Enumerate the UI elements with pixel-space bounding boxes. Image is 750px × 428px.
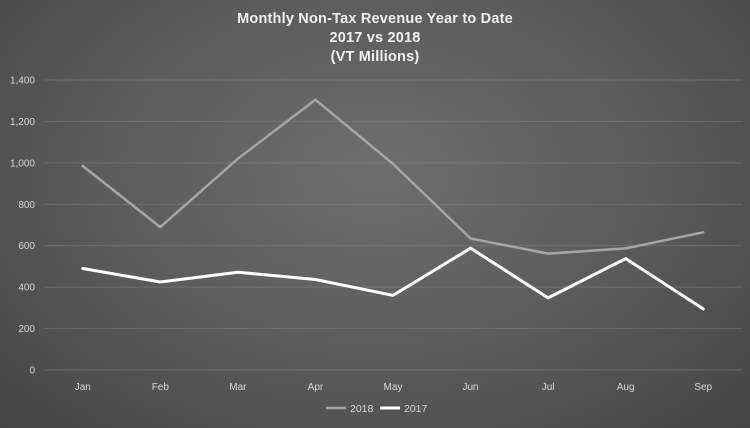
chart-title-line-1: Monthly Non-Tax Revenue Year to Date bbox=[237, 11, 513, 27]
x-tick-label: Jul bbox=[542, 382, 555, 393]
chart-title-line-2: 2017 vs 2018 bbox=[329, 30, 421, 46]
x-tick-label: Sep bbox=[694, 382, 712, 393]
y-axis-labels: 0 200 400 600 800 1,000 1,200 1,400 bbox=[10, 76, 35, 377]
x-tick-label: Jan bbox=[75, 382, 91, 393]
y-tick-label: 400 bbox=[18, 283, 35, 294]
chart-title: Monthly Non-Tax Revenue Year to Date 201… bbox=[0, 10, 750, 67]
series-line-2018 bbox=[81, 98, 705, 255]
series-lines bbox=[81, 98, 705, 311]
y-tick-label: 1,400 bbox=[10, 76, 35, 87]
legend-label-2018: 2018 bbox=[350, 403, 374, 415]
y-tick-label: 600 bbox=[18, 241, 35, 252]
series-line-2017 bbox=[81, 246, 705, 311]
y-tick-label: 800 bbox=[18, 200, 35, 211]
x-tick-label: May bbox=[384, 382, 403, 393]
x-tick-label: Feb bbox=[152, 382, 170, 393]
y-tick-label: 1,000 bbox=[10, 158, 35, 169]
legend: 2018 2017 bbox=[326, 403, 428, 415]
y-tick-label: 0 bbox=[29, 366, 35, 377]
legend-label-2017: 2017 bbox=[404, 403, 428, 415]
gridlines bbox=[44, 79, 742, 371]
y-tick-label: 200 bbox=[18, 324, 35, 335]
x-tick-label: Aug bbox=[617, 382, 635, 393]
x-axis-labels: Jan Feb Mar Apr May Jun Jul Aug Sep bbox=[75, 382, 713, 393]
y-tick-label: 1,200 bbox=[10, 117, 35, 128]
chart-title-line-3: (VT Millions) bbox=[330, 49, 420, 65]
x-tick-label: Apr bbox=[308, 382, 324, 393]
x-tick-label: Jun bbox=[462, 382, 478, 393]
x-tick-label: Mar bbox=[229, 382, 247, 393]
